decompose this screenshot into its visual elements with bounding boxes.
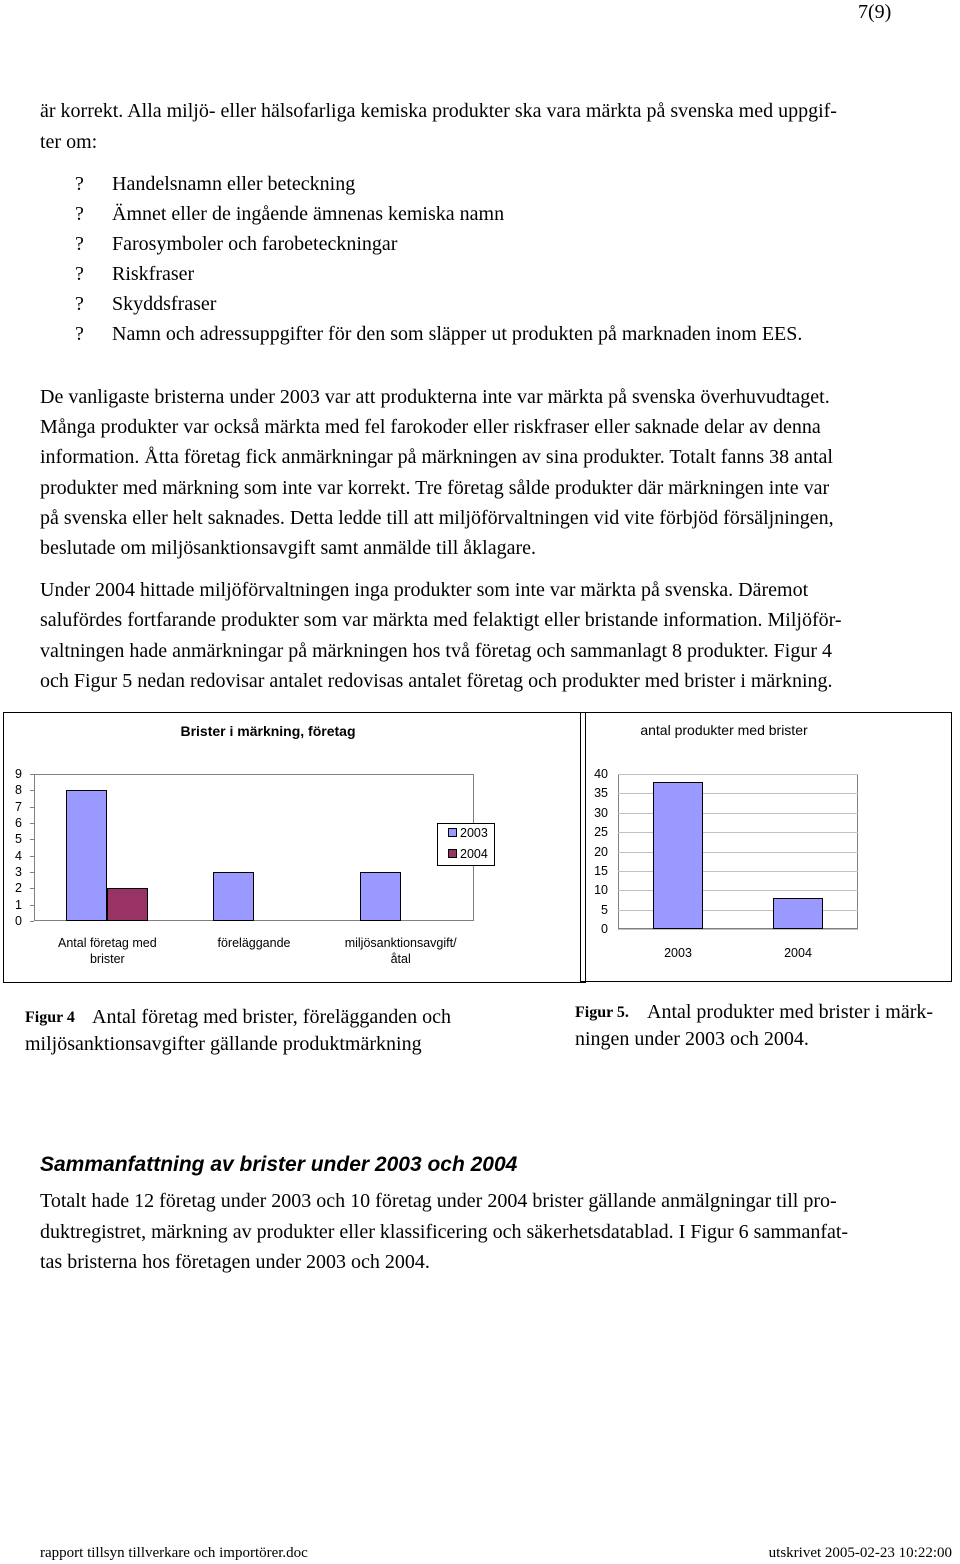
tick-mark xyxy=(30,790,34,792)
text-line: Många produkter var också märkta med fel… xyxy=(40,416,821,439)
bullet-marker: ? xyxy=(75,323,84,345)
legend-swatch xyxy=(448,849,457,858)
bullet-text: Ämnet eller de ingående ämnenas kemiska … xyxy=(112,203,505,225)
y-tick-label: 8 xyxy=(15,783,22,798)
tick-mark xyxy=(30,855,34,857)
caption-line: miljösanktionsavgifter gällande produktm… xyxy=(25,1033,422,1055)
x-tick-label: miljösanktionsavgift/åtal xyxy=(344,936,457,966)
y-tick-label: 2 xyxy=(15,881,22,896)
text-line: produkter med märkning som inte var korr… xyxy=(40,476,830,499)
bullet-marker: ? xyxy=(75,263,84,285)
text-line: salufördes fortfarande produkter som var… xyxy=(40,609,842,632)
bar xyxy=(107,888,149,921)
footer-left: rapport tillsyn tillverkare och importör… xyxy=(40,1545,308,1561)
bar xyxy=(213,872,254,921)
y-tick-label: 30 xyxy=(594,805,608,820)
grid-line xyxy=(618,774,858,775)
legend-swatch xyxy=(448,828,457,837)
y-tick-label: 3 xyxy=(15,865,22,879)
bullet-text: Handelsnamn eller beteckning xyxy=(112,173,356,195)
text-line: Totalt hade 12 företag under 2003 och 10… xyxy=(40,1190,837,1212)
bullet-marker: ? xyxy=(75,293,84,315)
section-heading: Sammanfattning av brister under 2003 och… xyxy=(40,1153,518,1176)
bullet-marker: ? xyxy=(75,203,84,225)
text-line: på svenska eller helt saknades. Detta le… xyxy=(40,506,834,529)
bullet-text: Skyddsfraser xyxy=(112,293,217,315)
bullet-text: Farosymboler och farobeteckningar xyxy=(112,233,398,255)
y-tick-label: 40 xyxy=(594,767,608,781)
x-tick-label: föreläggande xyxy=(217,936,291,950)
tick-mark xyxy=(30,904,34,906)
bar xyxy=(66,790,108,921)
text-line: information. Åtta företag fick anmärknin… xyxy=(40,446,833,469)
y-tick-label: 15 xyxy=(594,863,608,878)
legend-label: 2003 xyxy=(460,826,488,840)
text-line: och Figur 5 nedan redovisar antalet redo… xyxy=(40,669,833,692)
tick-mark xyxy=(30,872,34,873)
x-tick-label: 2003 xyxy=(664,946,692,960)
y-tick-label: 0 xyxy=(15,914,22,928)
x-tick-label: Antal företag med brister xyxy=(57,936,157,966)
y-tick-label: 5 xyxy=(601,902,608,917)
bullet-text: Riskfraser xyxy=(112,263,195,285)
y-tick-label: 9 xyxy=(15,767,22,781)
text-line: beslutade om miljösanktionsavgift samt a… xyxy=(40,537,536,559)
y-tick-label: 10 xyxy=(594,883,608,898)
grid-line xyxy=(618,909,858,911)
text-line: tas bristerna hos företagen under 2003 o… xyxy=(40,1251,430,1273)
text-line: duktregistret, märkning av produkter ell… xyxy=(40,1220,849,1243)
bullet-marker: ? xyxy=(75,173,84,195)
y-tick-label: 0 xyxy=(601,922,608,936)
bullet-marker: ? xyxy=(75,233,84,255)
y-tick-label: 4 xyxy=(15,848,22,863)
tick-mark xyxy=(30,888,34,890)
tick-mark xyxy=(30,823,34,824)
tick-mark xyxy=(30,774,34,775)
legend-label: 2004 xyxy=(460,847,488,861)
y-tick-label: 20 xyxy=(594,844,608,859)
caption-line: ningen under 2003 och 2004. xyxy=(575,1028,809,1050)
caption-label: Figur 5. xyxy=(575,1004,629,1021)
x-tick-label: 2004 xyxy=(784,946,812,960)
y-tick-label: 6 xyxy=(15,816,22,830)
grid-line xyxy=(618,812,858,814)
caption-line: Antal produkter med brister i märk- xyxy=(647,1001,934,1023)
bar xyxy=(773,898,823,929)
grid-line xyxy=(618,851,858,853)
chart-frame xyxy=(3,712,586,983)
text-line: ter om: xyxy=(40,131,98,153)
y-tick-label: 7 xyxy=(15,799,22,814)
y-tick-label: 1 xyxy=(15,897,22,912)
y-tick-label: 5 xyxy=(15,832,22,847)
footer-right: utskrivet 2005-02-23 10:22:00 xyxy=(768,1545,952,1561)
text-line: valtningen hade anmärkningar på märkning… xyxy=(40,639,833,662)
caption-label: Figur 4 xyxy=(25,1009,75,1026)
bar xyxy=(653,781,703,929)
tick-mark xyxy=(30,921,34,922)
grid-line xyxy=(618,870,858,872)
tick-mark xyxy=(30,806,34,808)
grid-line xyxy=(618,832,858,834)
page-number: 7(9) xyxy=(858,1,892,23)
chart-title: Brister i märkning, företag xyxy=(180,723,356,739)
bar xyxy=(359,872,401,921)
legend-box xyxy=(437,823,495,866)
grid-line xyxy=(618,890,858,892)
tick-mark xyxy=(30,839,34,841)
text-line: Under 2004 hittade miljöförvaltningen in… xyxy=(40,579,809,601)
text-line: är korrekt. Alla miljö- eller hälsofarli… xyxy=(40,100,837,122)
y-tick-label: 25 xyxy=(594,825,608,840)
y-tick-label: 35 xyxy=(594,786,608,801)
bullet-text: Namn och adressuppgifter för den som slä… xyxy=(112,323,803,345)
chart-frame xyxy=(580,712,952,982)
grid-line xyxy=(618,929,858,930)
grid-line xyxy=(618,793,858,795)
caption-line: Antal företag med brister, förelägganden… xyxy=(92,1006,452,1028)
text-line: De vanligaste bristerna under 2003 var a… xyxy=(40,386,830,408)
chart-title: antal produkter med brister xyxy=(640,722,808,738)
